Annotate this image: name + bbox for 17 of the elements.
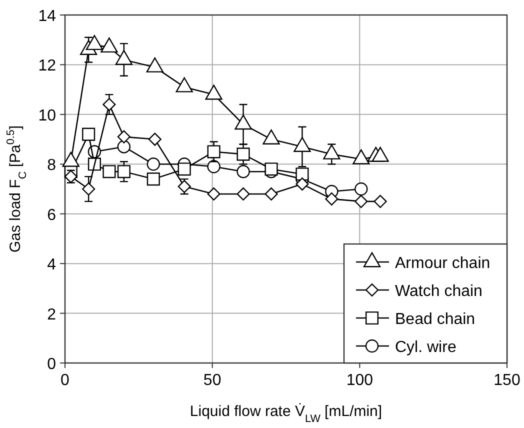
y-tick-label: 12: [38, 58, 56, 75]
y-tick-label: 0: [47, 356, 56, 373]
x-tick-label: 150: [494, 372, 520, 389]
x-tick-label: 50: [203, 372, 222, 389]
y-tick-label: 14: [38, 8, 56, 25]
y-tick-label: 2: [47, 306, 56, 324]
y-tick-label: 4: [47, 256, 56, 274]
x-tick-label: 100: [346, 372, 374, 389]
legend-label: Watch chain: [395, 283, 482, 300]
x-tick-label: 0: [60, 372, 70, 389]
y-tick-label: 8: [47, 157, 56, 174]
legend-label: Bead chain: [395, 311, 476, 328]
legend-label: Cyl. wire: [395, 339, 456, 356]
y-tick-label: 10: [38, 107, 56, 124]
x-axis-title: Liquid flow rate V̇$_{LW}$ [mL/min]: [190, 402, 382, 425]
y-tick-label: 6: [47, 206, 56, 224]
legend-label: Armour chain: [395, 255, 490, 272]
